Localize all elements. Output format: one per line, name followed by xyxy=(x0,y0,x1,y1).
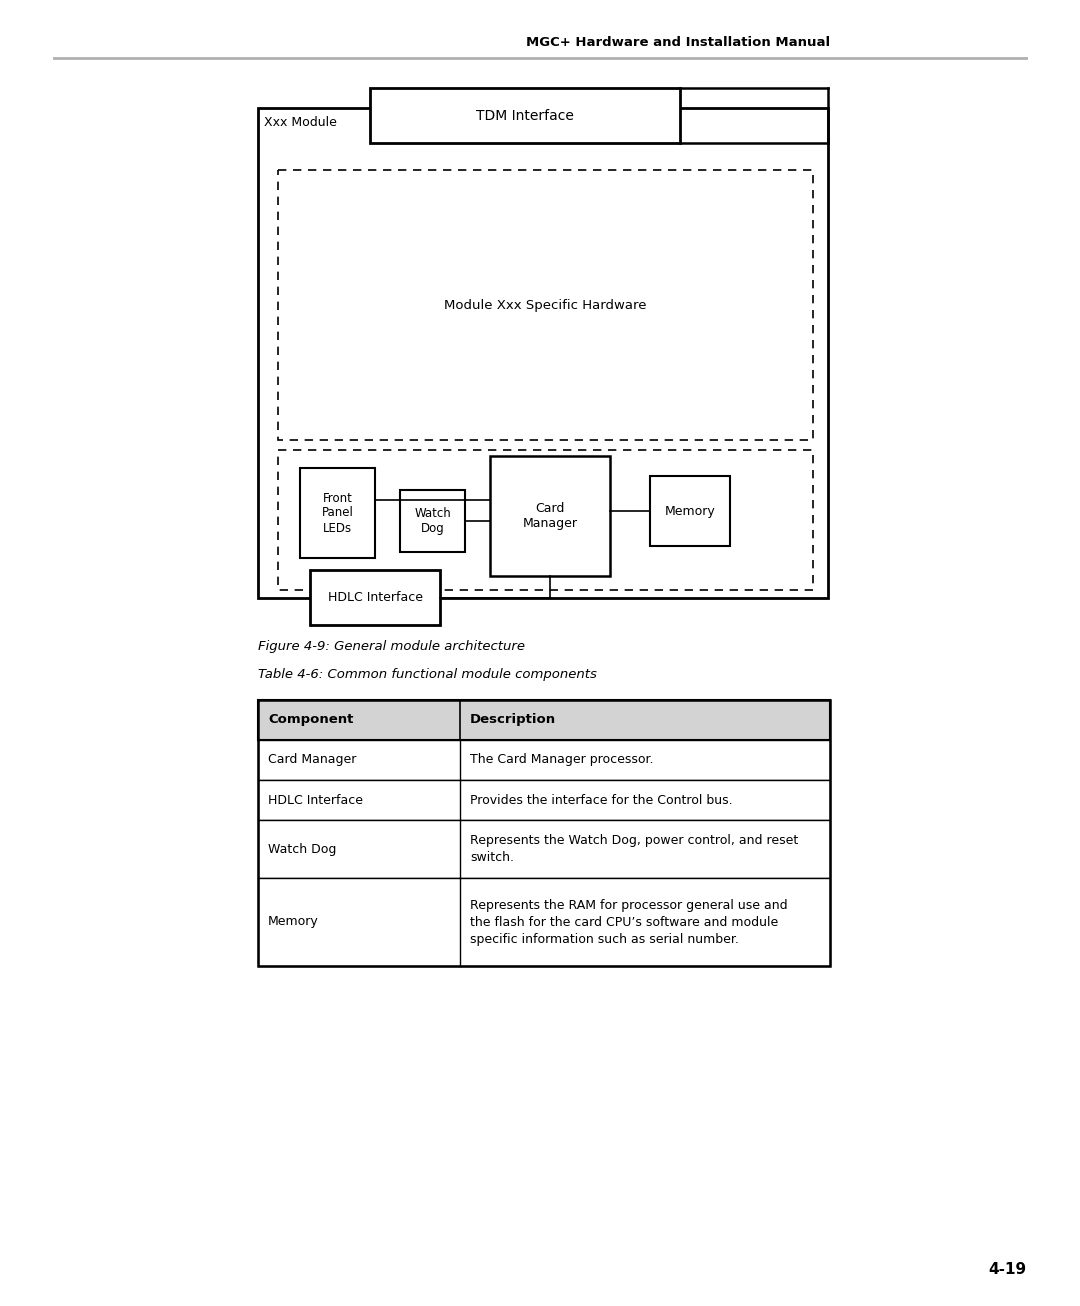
Text: Memory: Memory xyxy=(268,916,319,929)
Text: Figure 4-9: General module architecture: Figure 4-9: General module architecture xyxy=(258,640,525,653)
Text: Watch Dog: Watch Dog xyxy=(268,842,336,855)
Text: Watch
Dog: Watch Dog xyxy=(414,507,450,535)
Bar xyxy=(258,820,831,878)
Bar xyxy=(258,700,831,741)
Bar xyxy=(278,451,813,590)
Bar xyxy=(400,490,465,552)
Bar xyxy=(490,456,610,576)
Text: Represents the Watch Dog, power control, and reset
switch.: Represents the Watch Dog, power control,… xyxy=(470,835,798,865)
Bar xyxy=(258,108,828,598)
Text: TDM Interface: TDM Interface xyxy=(476,108,573,123)
Text: Front
Panel
LEDs: Front Panel LEDs xyxy=(322,491,353,534)
Text: HDLC Interface: HDLC Interface xyxy=(268,794,363,807)
Text: MGC+ Hardware and Installation Manual: MGC+ Hardware and Installation Manual xyxy=(526,35,831,48)
Text: Table 4-6: Common functional module components: Table 4-6: Common functional module comp… xyxy=(258,667,597,680)
Bar xyxy=(300,468,375,558)
Bar xyxy=(650,475,730,546)
Text: Xxx Module: Xxx Module xyxy=(264,115,337,128)
Bar xyxy=(258,878,831,966)
Text: Module Xxx Specific Hardware: Module Xxx Specific Hardware xyxy=(444,299,647,312)
Text: Card
Manager: Card Manager xyxy=(523,502,578,530)
Bar xyxy=(258,780,831,820)
Bar xyxy=(370,88,680,142)
Text: The Card Manager processor.: The Card Manager processor. xyxy=(470,754,653,767)
Text: Description: Description xyxy=(470,713,556,726)
Bar xyxy=(310,569,440,626)
Text: Memory: Memory xyxy=(664,504,715,517)
Bar xyxy=(258,700,831,966)
Text: 4-19: 4-19 xyxy=(988,1263,1026,1277)
Bar xyxy=(258,741,831,780)
Text: Card Manager: Card Manager xyxy=(268,754,356,767)
Bar xyxy=(278,170,813,440)
Text: HDLC Interface: HDLC Interface xyxy=(327,592,422,603)
Text: Provides the interface for the Control bus.: Provides the interface for the Control b… xyxy=(470,794,732,807)
Text: Represents the RAM for processor general use and
the flash for the card CPU’s so: Represents the RAM for processor general… xyxy=(470,899,787,946)
Text: Component: Component xyxy=(268,713,353,726)
